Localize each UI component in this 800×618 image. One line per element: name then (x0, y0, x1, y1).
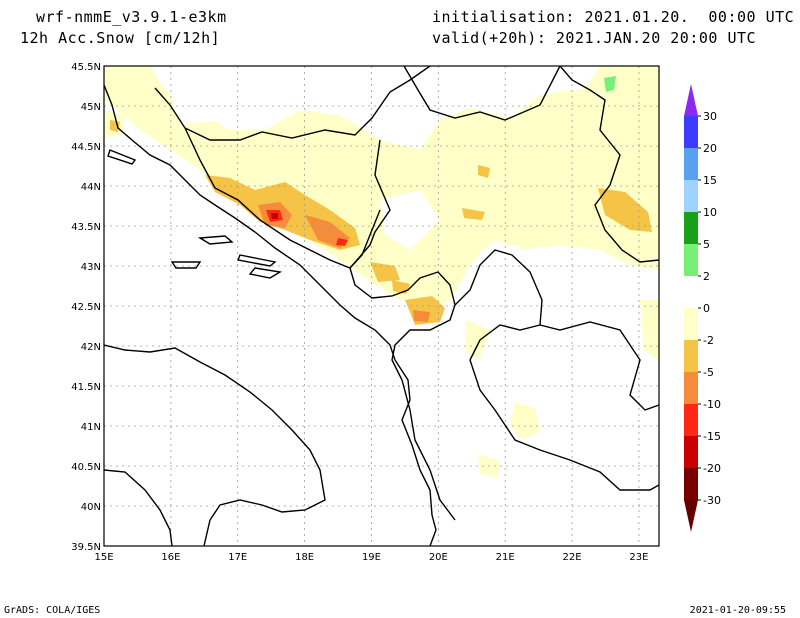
colorbar-swatch (684, 372, 698, 404)
lon-tick-label: 16E (161, 552, 180, 563)
colorbar-label: 20 (703, 142, 717, 155)
lat-tick-label: 39.5N (71, 542, 101, 553)
colorbar-label: -10 (703, 398, 721, 411)
colorbar-arrow-top (684, 84, 698, 116)
lat-tick-label: 45N (81, 102, 101, 113)
colorbar-label: -30 (703, 494, 721, 507)
colorbar-label: 5 (703, 238, 710, 251)
colorbar-label: 30 (703, 110, 717, 123)
lat-tick-label: 41N (81, 422, 101, 433)
positive-anomaly (604, 76, 616, 92)
lon-tick-label: 21E (496, 552, 515, 563)
colorbar-swatch (684, 276, 698, 308)
valid-time: valid(+20h): 2021.JAN.20 20:00 UTC (432, 29, 757, 47)
lon-tick-label: 17E (228, 552, 247, 563)
lon-tick-label: 18E (295, 552, 314, 563)
map-grid (104, 66, 659, 546)
colorbar-label: -2 (703, 334, 714, 347)
colorbar-swatch (684, 244, 698, 276)
colorbar-label: 10 (703, 206, 717, 219)
colorbar-swatch (684, 436, 698, 468)
lat-tick-label: 45.5N (71, 62, 101, 73)
colorbar-swatch (684, 308, 698, 340)
variable-title: 12h Acc.Snow [cm/12h] (20, 29, 221, 47)
longitude-labels: 15E 16E 17E 18E 19E 20E 21E 22E 23E (94, 552, 648, 563)
model-title: wrf-nmmE_v3.9.1-e3km (36, 8, 227, 26)
snow-area-extreme (271, 213, 278, 219)
lon-tick-label: 23E (629, 552, 648, 563)
colorbar-label: 2 (703, 270, 710, 283)
lat-tick-label: 42N (81, 342, 101, 353)
grads-credit: GrADS: COLA/IGES (4, 605, 101, 616)
lon-tick-label: 19E (362, 552, 381, 563)
lon-tick-label: 20E (429, 552, 448, 563)
initialisation-time: initialisation: 2021.01.20. 00:00 UTC (432, 8, 795, 26)
colorbar-swatch (684, 468, 698, 500)
colorbar-swatch (684, 116, 698, 148)
colorbar-label: -5 (703, 366, 714, 379)
colorbar-label: 0 (703, 302, 710, 315)
lat-tick-label: 41.5N (71, 382, 101, 393)
lon-tick-label: 15E (94, 552, 113, 563)
snow-free-gaps (170, 95, 530, 320)
lat-tick-label: 42.5N (71, 302, 101, 313)
lat-tick-label: 43N (81, 262, 101, 273)
colorbar-label: -15 (703, 430, 721, 443)
colorbar-swatch (684, 148, 698, 180)
colorbar-label: -20 (703, 462, 721, 475)
lat-tick-label: 40.5N (71, 462, 101, 473)
lon-tick-label: 22E (563, 552, 582, 563)
colorbar-arrow-bottom (684, 500, 698, 532)
colorbar-swatch (684, 404, 698, 436)
colorbar-swatch (684, 340, 698, 372)
lat-tick-label: 40N (81, 502, 101, 513)
render-timestamp: 2021-01-20-09:55 (689, 605, 786, 616)
colorbar-label: 15 (703, 174, 717, 187)
lat-tick-label: 44N (81, 182, 101, 193)
latitude-labels: 45.5N 45N 44.5N 44N 43.5N 43N 42.5N 42N 41.5N 41N… (71, 62, 101, 553)
colorbar-swatch (684, 212, 698, 244)
colorbar-swatch (684, 180, 698, 212)
lat-tick-label: 44.5N (71, 142, 101, 153)
coastlines-borders (104, 66, 659, 546)
lat-tick-label: 43.5N (71, 222, 101, 233)
